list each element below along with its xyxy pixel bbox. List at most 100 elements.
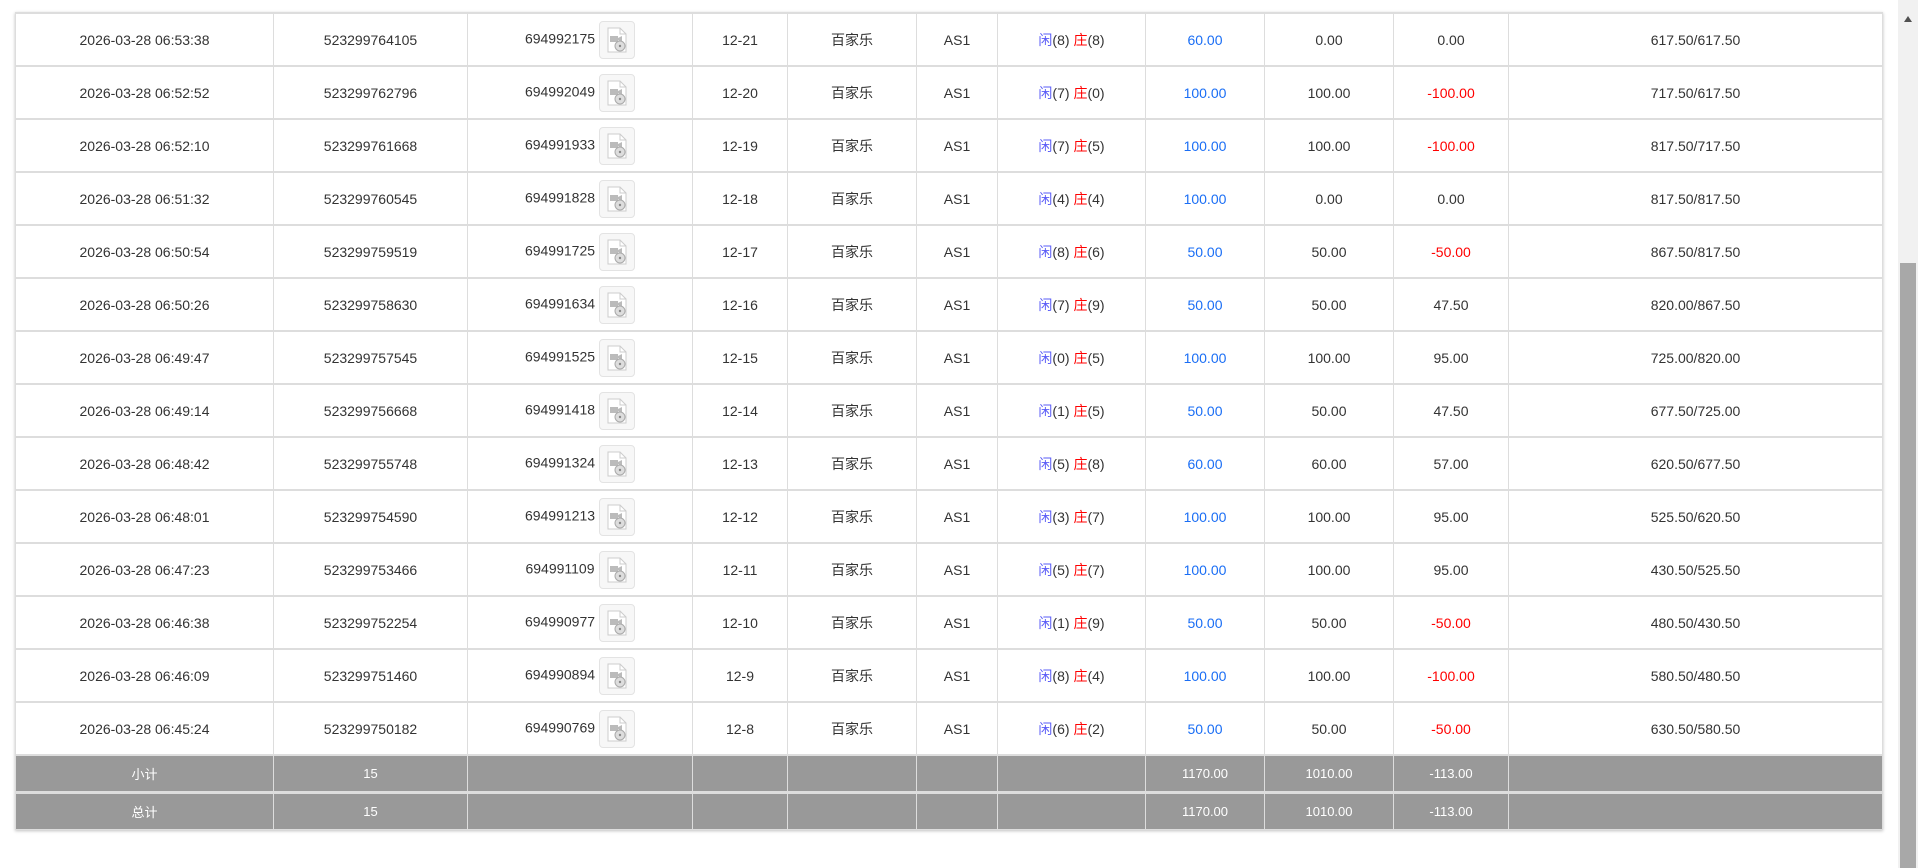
bet-records-table-container: 2026-03-28 06:53:38 523299764105 694992175… <box>15 12 1883 830</box>
valid-bet-cell: 100.00 <box>1264 65 1394 120</box>
win-loss-cell: -50.00 <box>1393 701 1509 756</box>
video-replay-icon[interactable] <box>598 550 635 589</box>
video-replay-icon[interactable] <box>599 126 636 165</box>
bet-amount-cell: 100.00 <box>1145 118 1265 173</box>
video-replay-icon[interactable] <box>599 20 636 59</box>
scroll-up-arrow-icon[interactable] <box>1904 16 1912 22</box>
table-code-cell: AS1 <box>916 277 998 332</box>
shoe-hand-cell: 12-19 <box>692 118 788 173</box>
video-replay-icon[interactable] <box>599 73 636 112</box>
shoe-hand-cell: 12-11 <box>692 542 788 597</box>
game-type-cell: 百家乐 <box>787 330 917 385</box>
summary-empty-cell <box>1508 791 1883 830</box>
table-code-cell: AS1 <box>916 12 998 67</box>
video-replay-icon[interactable] <box>599 179 636 218</box>
video-replay-icon[interactable] <box>599 391 636 430</box>
table-row: 2026-03-28 06:46:38 523299752254 694990977… <box>15 595 1883 650</box>
bet-time-cell: 2026-03-28 06:53:38 <box>15 12 274 67</box>
game-type-cell: 百家乐 <box>787 277 917 332</box>
player-points: 8 <box>1057 243 1065 260</box>
round-number: 694990769 <box>524 719 596 736</box>
result-cell: 闲(1) 庄(5) <box>997 383 1146 438</box>
order-number-cell: 523299762796 <box>273 65 468 120</box>
video-replay-icon[interactable] <box>599 444 636 483</box>
shoe-hand-cell: 12-8 <box>692 701 788 756</box>
game-type-cell: 百家乐 <box>787 118 917 173</box>
bet-time-cell: 2026-03-28 06:51:32 <box>15 171 274 226</box>
summary-empty-cell <box>997 791 1146 830</box>
round-number-cell: 694990769 <box>467 701 693 756</box>
game-type-cell: 百家乐 <box>787 65 917 120</box>
result-cell: 闲(7) 庄(9) <box>997 277 1146 332</box>
result-cell: 闲(8) 庄(6) <box>997 224 1146 279</box>
order-number-cell: 523299764105 <box>273 12 468 67</box>
scrollbar-thumb[interactable] <box>1900 263 1916 868</box>
banker-label: 庄 <box>1073 667 1088 684</box>
win-loss-cell: 57.00 <box>1393 436 1509 491</box>
bet-amount-cell: 50.00 <box>1145 383 1265 438</box>
summary-valid-cell: 1010.00 <box>1264 754 1394 793</box>
summary-win-loss-cell: -113.00 <box>1393 754 1509 793</box>
summary-label-cell: 小计 <box>15 754 274 793</box>
game-type-cell: 百家乐 <box>787 648 917 703</box>
bet-amount-cell: 60.00 <box>1145 436 1265 491</box>
round-number: 694991213 <box>524 507 596 524</box>
video-replay-icon[interactable] <box>599 656 636 695</box>
bet-time-cell: 2026-03-28 06:45:24 <box>15 701 274 756</box>
round-number: 694991933 <box>524 136 596 153</box>
bet-amount-cell: 60.00 <box>1145 12 1265 67</box>
summary-valid-cell: 1010.00 <box>1264 791 1394 830</box>
win-loss-cell: -100.00 <box>1393 65 1509 120</box>
player-label: 闲 <box>1038 190 1053 207</box>
video-replay-icon[interactable] <box>599 497 636 536</box>
video-replay-icon[interactable] <box>599 232 636 271</box>
banker-label: 庄 <box>1073 561 1088 578</box>
banker-label: 庄 <box>1073 720 1088 737</box>
table-code-cell: AS1 <box>916 118 998 173</box>
banker-points: 8 <box>1092 455 1100 472</box>
bet-time-cell: 2026-03-28 06:48:01 <box>15 489 274 544</box>
valid-bet-cell: 100.00 <box>1264 118 1394 173</box>
table-row: 2026-03-28 06:52:10 523299761668 694991933… <box>15 118 1883 173</box>
order-number-cell: 523299758630 <box>273 277 468 332</box>
table-row: 2026-03-28 06:48:01 523299754590 694991213… <box>15 489 1883 544</box>
table-row: 2026-03-28 06:53:38 523299764105 694992175… <box>15 12 1883 67</box>
table-code-cell: AS1 <box>916 436 998 491</box>
shoe-hand-cell: 12-21 <box>692 12 788 67</box>
banker-label: 庄 <box>1073 455 1088 472</box>
round-number: 694991725 <box>524 242 596 259</box>
banker-points: 0 <box>1092 84 1100 101</box>
round-number-cell: 694990977 <box>467 595 693 650</box>
balance-cell: 717.50/617.50 <box>1508 65 1883 120</box>
round-number-cell: 694991525 <box>467 330 693 385</box>
bet-time-cell: 2026-03-28 06:49:14 <box>15 383 274 438</box>
table-row: 2026-03-28 06:49:47 523299757545 694991525… <box>15 330 1883 385</box>
banker-points: 5 <box>1092 137 1100 154</box>
game-type-cell: 百家乐 <box>787 489 917 544</box>
balance-cell: 677.50/725.00 <box>1508 383 1883 438</box>
vertical-scrollbar[interactable] <box>1898 0 1918 868</box>
order-number-cell: 523299752254 <box>273 595 468 650</box>
table-code-cell: AS1 <box>916 648 998 703</box>
round-number: 694991109 <box>525 560 595 577</box>
round-number-cell: 694991933 <box>467 118 693 173</box>
bet-amount-cell: 50.00 <box>1145 224 1265 279</box>
player-label: 闲 <box>1038 296 1053 313</box>
order-number-cell: 523299760545 <box>273 171 468 226</box>
bet-time-cell: 2026-03-28 06:49:47 <box>15 330 274 385</box>
bet-records-table: 2026-03-28 06:53:38 523299764105 694992175… <box>15 12 1883 830</box>
table-code-cell: AS1 <box>916 171 998 226</box>
round-number-cell: 694991828 <box>467 171 693 226</box>
summary-empty-cell <box>467 791 693 830</box>
order-number-cell: 523299761668 <box>273 118 468 173</box>
video-replay-icon[interactable] <box>599 338 636 377</box>
player-points: 7 <box>1057 137 1065 154</box>
valid-bet-cell: 100.00 <box>1264 330 1394 385</box>
video-replay-icon[interactable] <box>599 603 636 642</box>
table-row: 2026-03-28 06:48:42 523299755748 694991324… <box>15 436 1883 491</box>
total-row: 总计 15 1170.00 1010.00 -113.00 <box>15 791 1883 830</box>
win-loss-cell: 0.00 <box>1393 171 1509 226</box>
video-replay-icon[interactable] <box>599 285 636 324</box>
banker-points: 5 <box>1092 402 1100 419</box>
video-replay-icon[interactable] <box>599 709 636 748</box>
